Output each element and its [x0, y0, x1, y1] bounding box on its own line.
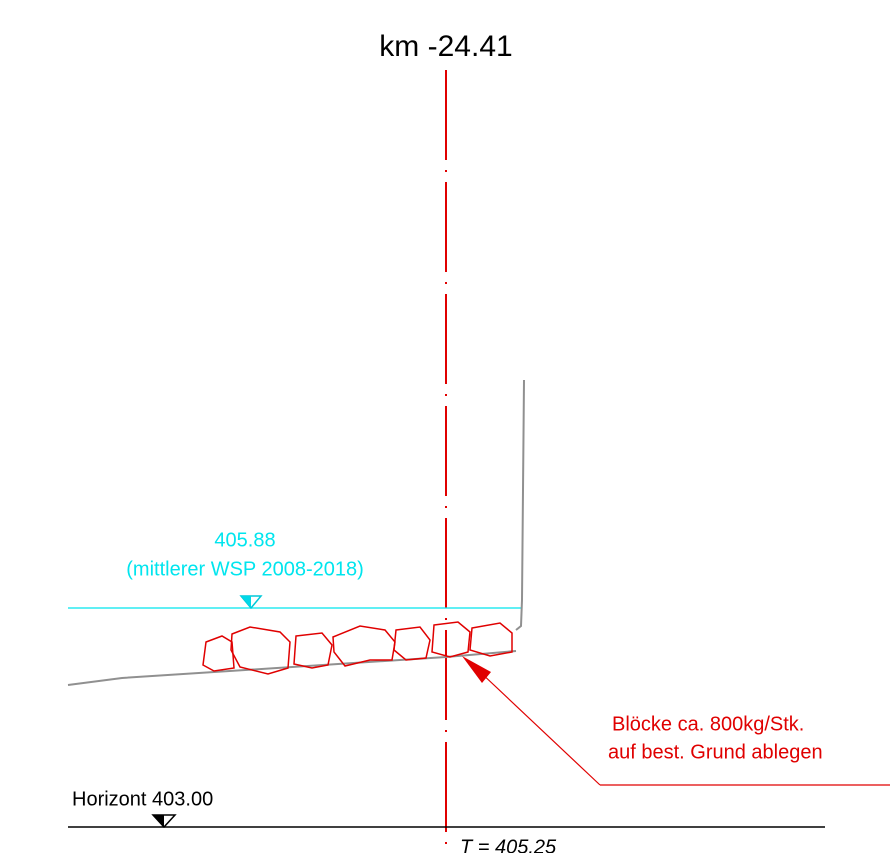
rock [393, 626, 431, 661]
annotation-line: auf best. Grund ablegen [608, 741, 823, 763]
water-marker-fill [241, 596, 251, 608]
leader-line [477, 669, 601, 786]
wall-line [515, 379, 525, 631]
water-level-label: (mittlerer WSP 2008-2018) [126, 558, 364, 580]
rock [293, 632, 333, 669]
rocks [202, 621, 513, 675]
water-level-value: 405.88 [214, 529, 275, 551]
rock [469, 622, 513, 657]
horizon-label: Horizont 403.00 [72, 788, 213, 810]
rock [202, 635, 235, 672]
title: km -24.41 [379, 30, 512, 63]
annotation-line: Blöcke ca. 800kg/Stk. [612, 713, 804, 735]
bottom-label: T = 405.25 [460, 836, 557, 853]
horizon-marker-fill [153, 815, 164, 827]
leader-arrow [462, 656, 491, 683]
rock [431, 621, 471, 658]
rock [230, 626, 291, 675]
rock [332, 625, 396, 667]
